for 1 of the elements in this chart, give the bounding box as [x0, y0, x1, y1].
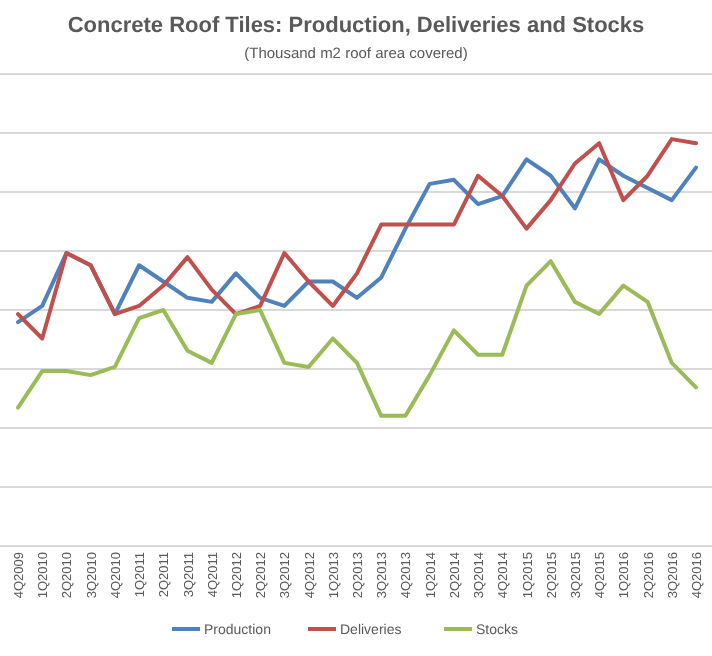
- chart-title: Concrete Roof Tiles: Production, Deliveries and Stocks: [67, 14, 645, 38]
